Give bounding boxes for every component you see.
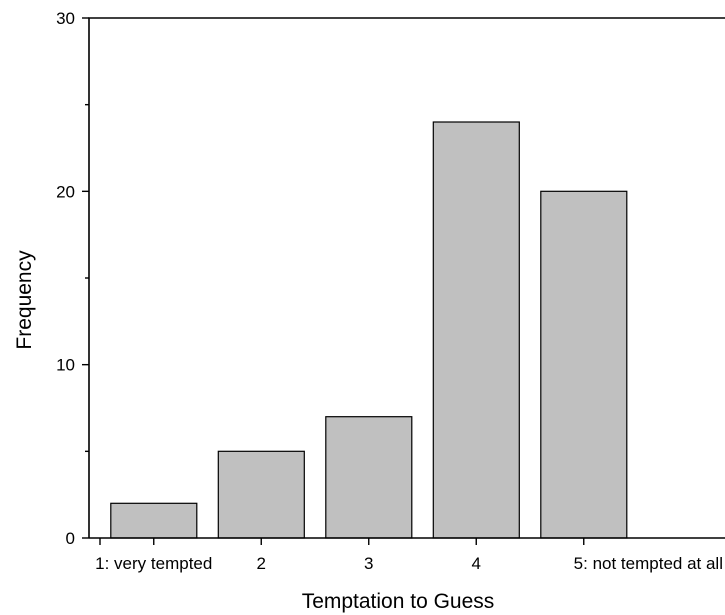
y-tick-label: 20 xyxy=(56,182,75,201)
x-tick-label: 1: very tempted xyxy=(95,554,212,573)
bar-2 xyxy=(217,450,305,539)
y-tick-label: 10 xyxy=(56,356,75,375)
bars-layer xyxy=(110,121,628,539)
x-tick-label: 3 xyxy=(364,554,373,573)
x-tick-label: 2 xyxy=(257,554,266,573)
bar-1 xyxy=(110,502,198,539)
bar-5 xyxy=(540,190,628,539)
x-ticks: 1: very tempted 2 3 4 5: not tempted at all xyxy=(95,538,723,573)
y-tick-label: 0 xyxy=(66,529,75,548)
x-tick-label: 5: not tempted at all xyxy=(574,554,723,573)
x-tick-label: 4 xyxy=(472,554,481,573)
y-tick-label: 30 xyxy=(56,9,75,28)
bar-3 xyxy=(325,416,413,539)
y-axis-title: Frequency xyxy=(13,250,36,350)
bar-4 xyxy=(432,121,520,539)
y-ticks: 0 10 20 30 xyxy=(56,9,89,548)
x-axis-title: Temptation to Guess xyxy=(302,590,495,613)
